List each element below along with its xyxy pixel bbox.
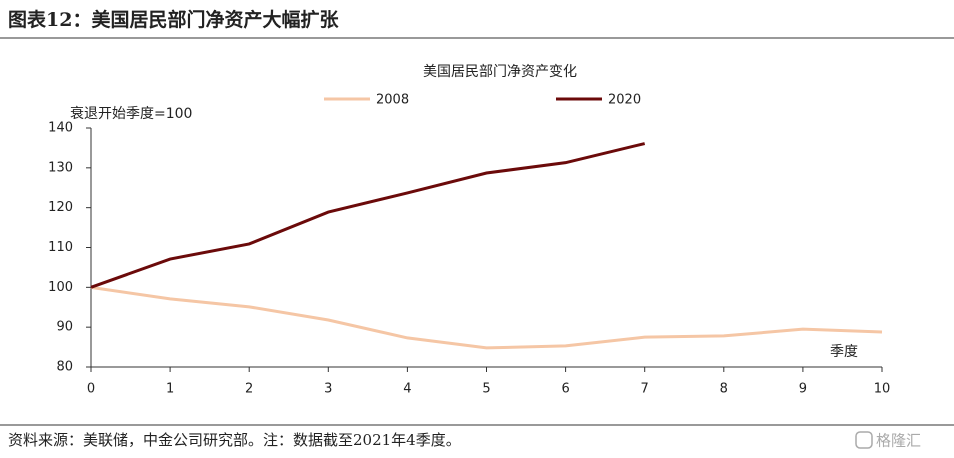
- watermark: 格隆汇: [876, 432, 921, 450]
- legend-label: 2008: [376, 93, 409, 108]
- y-tick-label: 100: [48, 280, 73, 295]
- x-tick-label: 4: [403, 382, 411, 397]
- x-tick-label: 0: [87, 382, 95, 397]
- source-note: 资料来源：美联储，中金公司研究部。注：数据截至2021年4季度。: [8, 431, 461, 449]
- x-tick-label: 3: [324, 382, 332, 397]
- y-axis-label: 衰退开始季度=100: [70, 105, 192, 122]
- header-title: 图表12：美国居民部门净资产大幅扩张: [8, 8, 339, 31]
- x-tick-label: 9: [799, 382, 807, 397]
- x-tick-label: 1: [166, 382, 174, 397]
- x-tick-label: 2: [245, 382, 253, 397]
- legend-label: 2020: [608, 93, 641, 108]
- y-tick-label: 130: [48, 160, 73, 175]
- series-line: [90, 285, 883, 350]
- y-tick-label: 80: [56, 360, 73, 375]
- x-tick-label: 6: [561, 382, 569, 397]
- y-tick-label: 90: [56, 320, 73, 335]
- watermark-logo: [855, 431, 873, 449]
- x-tick-label: 7: [641, 382, 649, 397]
- y-tick-label: 110: [48, 240, 73, 255]
- y-tick-label: 120: [48, 200, 73, 215]
- series-line: [90, 142, 646, 289]
- y-tick-label: 140: [48, 121, 73, 136]
- x-tick-label: 10: [874, 382, 891, 397]
- x-tick-label: 5: [482, 382, 490, 397]
- x-axis-label: 季度: [830, 344, 858, 360]
- chart-title: 美国居民部门净资产变化: [423, 64, 577, 80]
- x-tick-label: 8: [720, 382, 728, 397]
